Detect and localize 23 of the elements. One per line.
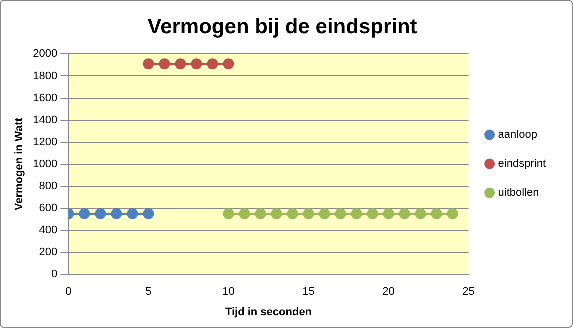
y-tick-label: 1000 bbox=[33, 158, 58, 170]
y-tick-label: 200 bbox=[39, 246, 58, 259]
y-tick-label: 2000 bbox=[33, 48, 58, 60]
x-tick-label: 15 bbox=[302, 286, 315, 298]
y-tick-label: 1800 bbox=[33, 70, 58, 82]
x-tick-label: 20 bbox=[382, 286, 395, 298]
chart-title: Vermogen bij de eindsprint bbox=[148, 15, 418, 38]
y-tick-label: 1600 bbox=[33, 92, 58, 104]
x-axis-title: Tijd in seconden bbox=[225, 306, 312, 318]
x-tick-label: 0 bbox=[66, 286, 72, 298]
y-tick-label: 400 bbox=[39, 224, 58, 237]
y-tick-label: 1200 bbox=[33, 136, 58, 148]
y-tick-label: 600 bbox=[39, 202, 58, 215]
x-tick-label: 25 bbox=[462, 286, 475, 298]
y-tick-label: 1400 bbox=[33, 114, 58, 126]
legend-label: aanloop bbox=[498, 129, 538, 142]
legend-label: uitbollen bbox=[498, 187, 540, 200]
y-axis-title: Vermogen in Watt bbox=[14, 118, 26, 211]
y-tick-label: 800 bbox=[39, 180, 58, 192]
x-tick-label: 5 bbox=[146, 286, 152, 298]
x-tick-label: 10 bbox=[222, 286, 235, 298]
y-tick-label: 0 bbox=[52, 268, 58, 281]
legend-label: eindsprint bbox=[498, 158, 546, 170]
